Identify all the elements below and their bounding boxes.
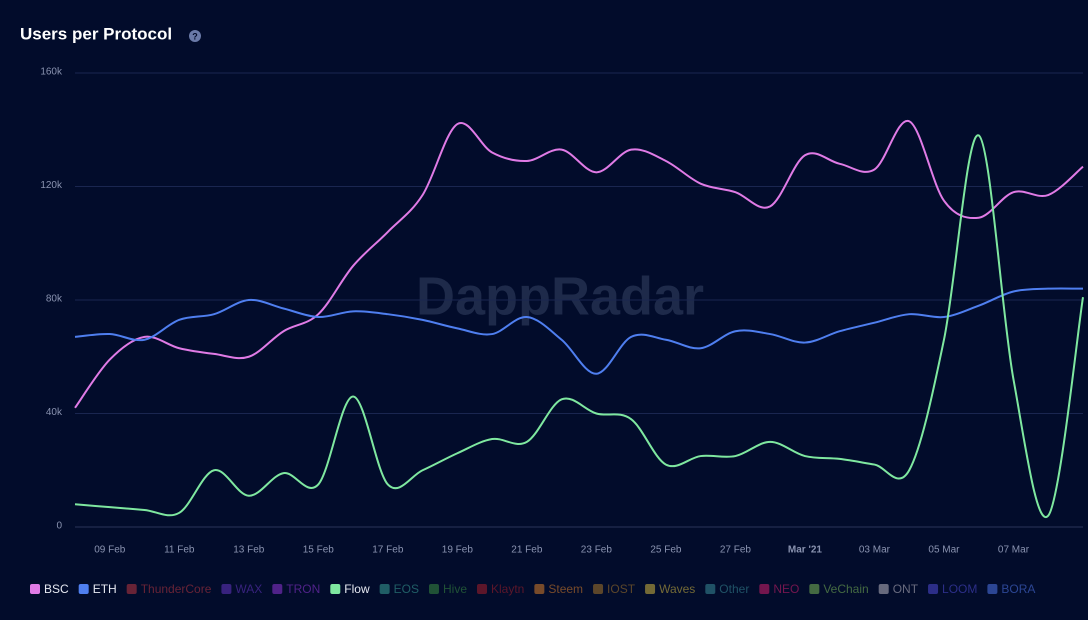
legend-swatch bbox=[477, 584, 487, 594]
watermark: DappRadar bbox=[416, 266, 704, 326]
legend-label: NEO bbox=[773, 582, 799, 596]
x-tick-label: 05 Mar bbox=[928, 545, 960, 556]
legend-label: ETH bbox=[93, 582, 117, 596]
legend-swatch bbox=[878, 584, 889, 594]
legend-item[interactable]: TRON bbox=[272, 582, 320, 596]
legend-item[interactable]: Waves bbox=[645, 582, 695, 596]
x-tick-label: 11 Feb bbox=[164, 545, 195, 556]
legend-swatch bbox=[645, 584, 656, 594]
legend-item[interactable]: EOS bbox=[379, 582, 419, 596]
legend-swatch bbox=[30, 584, 40, 594]
legend-item[interactable]: Flow bbox=[330, 582, 370, 596]
legend-label: ONT bbox=[893, 582, 919, 596]
y-tick-label: 160k bbox=[40, 67, 63, 78]
y-tick-label: 80k bbox=[46, 294, 63, 305]
legend-swatch bbox=[928, 584, 939, 594]
help-mark: ? bbox=[192, 31, 198, 41]
x-tick-label: 27 Feb bbox=[720, 545, 752, 556]
x-tick-label: 23 Feb bbox=[581, 545, 613, 556]
x-tick-label: 21 Feb bbox=[511, 545, 543, 556]
legend-label: VeChain bbox=[823, 582, 868, 596]
legend-swatch bbox=[987, 584, 998, 594]
legend-label: TRON bbox=[286, 582, 320, 596]
legend-swatch bbox=[126, 584, 137, 594]
legend-swatch bbox=[379, 584, 390, 594]
y-tick-label: 40k bbox=[46, 407, 63, 418]
legend-swatch bbox=[593, 584, 604, 594]
series-line bbox=[74, 287, 1084, 375]
legend-label: Other bbox=[719, 582, 749, 596]
legend-swatch bbox=[330, 584, 341, 594]
legend-label: WAX bbox=[235, 582, 262, 596]
legend-label: Waves bbox=[659, 582, 695, 596]
legend-item[interactable]: ETH bbox=[78, 582, 117, 596]
legend-item[interactable]: ONT bbox=[878, 582, 919, 596]
x-tick-label: 15 Feb bbox=[303, 545, 335, 556]
legend-swatch bbox=[705, 584, 716, 594]
x-tick-label: Mar '21 bbox=[788, 545, 823, 556]
legend-label: BSC bbox=[44, 582, 69, 596]
legend-label: EOS bbox=[394, 582, 419, 596]
x-tick-label: 03 Mar bbox=[859, 545, 891, 556]
help-circle bbox=[189, 30, 201, 42]
legend-item[interactable]: Hive bbox=[428, 582, 467, 596]
legend-swatch bbox=[809, 584, 820, 594]
x-tick-label: 17 Feb bbox=[372, 545, 404, 556]
legend-label: Steem bbox=[548, 582, 583, 596]
chart-title: Users per Protocol bbox=[20, 24, 172, 43]
x-tick-label: 13 Feb bbox=[233, 545, 265, 556]
legend-item[interactable]: Klaytn bbox=[477, 582, 524, 596]
legend-label: Flow bbox=[344, 582, 370, 596]
legend-label: ThunderCore bbox=[141, 582, 212, 596]
y-tick-label: 0 bbox=[56, 521, 62, 532]
legend-item[interactable]: ThunderCore bbox=[126, 582, 212, 596]
x-tick-label: 07 Mar bbox=[998, 545, 1030, 556]
legend-label: Klaytn bbox=[491, 582, 524, 596]
x-tick-label: 25 Feb bbox=[650, 545, 682, 556]
x-tick-label: 09 Feb bbox=[94, 545, 126, 556]
legend-item[interactable]: Other bbox=[705, 582, 749, 596]
x-tick-label: 19 Feb bbox=[442, 545, 474, 556]
legend-swatch bbox=[272, 584, 283, 594]
legend-item[interactable]: BSC bbox=[30, 582, 69, 596]
legend-label: LOOM bbox=[942, 582, 977, 596]
legend-item[interactable]: WAX bbox=[221, 582, 262, 596]
legend-item[interactable]: NEO bbox=[759, 582, 799, 596]
legend-label: BORA bbox=[1001, 582, 1035, 596]
help-icon[interactable]: ? bbox=[189, 30, 201, 42]
legend-item[interactable]: Steem bbox=[534, 582, 583, 596]
legend-swatch bbox=[534, 584, 545, 594]
legend-item[interactable]: BORA bbox=[987, 582, 1035, 596]
legend-item[interactable]: LOOM bbox=[928, 582, 977, 596]
legend-item[interactable]: VeChain bbox=[809, 582, 869, 596]
series-line bbox=[74, 134, 1084, 519]
legend-swatch bbox=[759, 584, 770, 594]
series-line bbox=[74, 120, 1084, 409]
legend-label: IOST bbox=[607, 582, 636, 596]
legend-swatch bbox=[428, 584, 439, 594]
legend-label: Hive bbox=[443, 582, 467, 596]
legend-swatch bbox=[78, 584, 89, 594]
y-tick-label: 120k bbox=[40, 180, 63, 191]
legend-item[interactable]: IOST bbox=[593, 582, 636, 596]
legend-swatch bbox=[221, 584, 232, 594]
